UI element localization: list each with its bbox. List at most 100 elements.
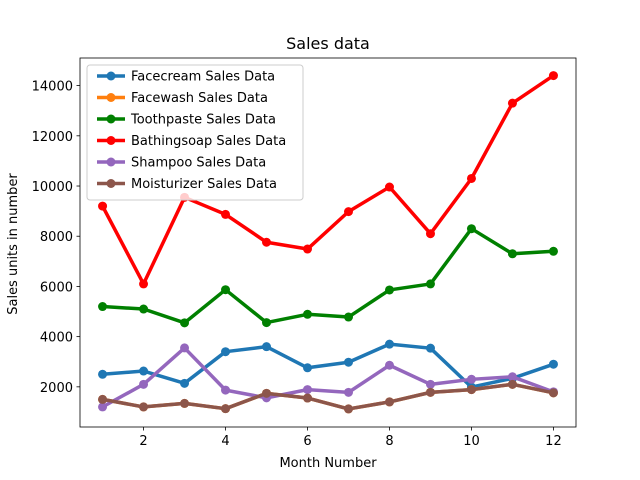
legend-item-toothpaste-sales-data: Toothpaste Sales Data bbox=[97, 113, 276, 128]
legend-label: Facecream Sales Data bbox=[131, 70, 275, 85]
data-point-toothpaste-sales-data-11 bbox=[507, 249, 517, 259]
data-point-shampoo-sales-data-7 bbox=[344, 387, 353, 397]
series-line-toothpaste-sales-data bbox=[100, 226, 556, 325]
series-moisturizer-sales-data bbox=[98, 379, 558, 414]
legend-label: Moisturizer Sales Data bbox=[131, 177, 277, 192]
data-point-bathingsoap-sales-data-8 bbox=[384, 182, 394, 192]
data-point-facecream-sales-data-5 bbox=[262, 342, 272, 352]
series-layer bbox=[98, 71, 558, 414]
legend-item-shampoo-sales-data: Shampoo Sales Data bbox=[97, 156, 266, 171]
legend-item-moisturizer-sales-data: Moisturizer Sales Data bbox=[97, 177, 277, 192]
y-tick-label: 2000 bbox=[40, 381, 73, 396]
data-point-bathingsoap-sales-data-10 bbox=[466, 173, 476, 183]
x-axis-label: Month Number bbox=[279, 456, 377, 471]
data-point-moisturizer-sales-data-1 bbox=[98, 394, 108, 404]
data-point-toothpaste-sales-data-4 bbox=[221, 285, 231, 295]
data-point-bathingsoap-sales-data-6 bbox=[303, 244, 312, 254]
data-point-moisturizer-sales-data-8 bbox=[384, 397, 394, 407]
legend: Facecream Sales Data Facewash Sales Data T… bbox=[86, 64, 304, 201]
y-axis-label: Sales units in number bbox=[6, 173, 21, 315]
data-point-facecream-sales-data-9 bbox=[425, 343, 435, 353]
data-point-bathingsoap-sales-data-7 bbox=[344, 207, 353, 217]
legend-label: Toothpaste Sales Data bbox=[130, 113, 276, 128]
legend-item-facewash-sales-data: Facewash Sales Data bbox=[97, 91, 268, 106]
data-point-moisturizer-sales-data-9 bbox=[425, 387, 435, 397]
y-tick-label: 12000 bbox=[32, 130, 73, 145]
data-point-facecream-sales-data-1 bbox=[98, 369, 108, 379]
series-facecream-sales-data bbox=[98, 339, 558, 392]
data-point-toothpaste-sales-data-6 bbox=[303, 309, 312, 319]
data-point-facecream-sales-data-7 bbox=[344, 357, 353, 367]
data-point-moisturizer-sales-data-4 bbox=[221, 404, 231, 414]
data-point-moisturizer-sales-data-12 bbox=[548, 388, 558, 398]
data-point-shampoo-sales-data-8 bbox=[384, 360, 394, 370]
data-point-shampoo-sales-data-1 bbox=[98, 402, 108, 412]
chart-title: Sales data bbox=[286, 34, 370, 53]
data-point-moisturizer-sales-data-6 bbox=[303, 393, 312, 403]
data-point-moisturizer-sales-data-10 bbox=[466, 385, 476, 395]
series-line-facecream-sales-data bbox=[100, 342, 556, 389]
data-point-moisturizer-sales-data-3 bbox=[180, 398, 190, 408]
series-bathingsoap-sales-data bbox=[98, 71, 558, 289]
legend-marker bbox=[106, 179, 116, 188]
x-tick-label: 8 bbox=[385, 434, 393, 449]
y-tick-label: 14000 bbox=[32, 80, 73, 95]
data-point-toothpaste-sales-data-5 bbox=[262, 318, 272, 328]
legend-marker bbox=[106, 136, 116, 145]
data-point-bathingsoap-sales-data-9 bbox=[425, 229, 435, 239]
data-point-bathingsoap-sales-data-4 bbox=[221, 209, 231, 219]
legend-marker bbox=[106, 157, 116, 167]
data-point-facecream-sales-data-4 bbox=[221, 347, 231, 357]
x-tick-label: 6 bbox=[303, 434, 311, 449]
data-point-moisturizer-sales-data-2 bbox=[139, 402, 149, 412]
data-point-shampoo-sales-data-9 bbox=[425, 379, 435, 389]
y-tick-label: 8000 bbox=[40, 230, 73, 245]
x-tick-label: 2 bbox=[139, 434, 147, 449]
data-point-moisturizer-sales-data-5 bbox=[262, 388, 272, 398]
legend-item-bathingsoap-sales-data: Bathingsoap Sales Data bbox=[97, 134, 286, 149]
data-point-toothpaste-sales-data-10 bbox=[466, 224, 476, 234]
legend-item-facecream-sales-data: Facecream Sales Data bbox=[97, 70, 275, 85]
data-point-toothpaste-sales-data-8 bbox=[384, 285, 394, 295]
data-point-toothpaste-sales-data-9 bbox=[425, 279, 435, 289]
data-point-facecream-sales-data-3 bbox=[180, 378, 190, 388]
data-point-moisturizer-sales-data-11 bbox=[507, 379, 517, 389]
data-point-shampoo-sales-data-3 bbox=[180, 343, 190, 353]
x-tick-label: 4 bbox=[221, 434, 229, 449]
data-point-facecream-sales-data-8 bbox=[384, 339, 394, 349]
x-tick-label: 12 bbox=[545, 434, 562, 449]
data-point-toothpaste-sales-data-2 bbox=[139, 304, 149, 314]
data-point-bathingsoap-sales-data-5 bbox=[262, 237, 272, 247]
series-shampoo-sales-data bbox=[98, 343, 558, 412]
data-point-shampoo-sales-data-11 bbox=[507, 372, 517, 382]
y-tick-label: 4000 bbox=[40, 331, 73, 346]
legend-marker bbox=[106, 93, 116, 102]
data-point-shampoo-sales-data-4 bbox=[221, 385, 231, 395]
legend-box bbox=[86, 64, 304, 201]
legend-label: Shampoo Sales Data bbox=[131, 156, 266, 171]
data-point-bathingsoap-sales-data-12 bbox=[548, 71, 558, 81]
x-tick-label: 10 bbox=[463, 434, 480, 449]
axes-layer: 2 4 6 8 10 12 2000 4000 6000 8000 10000 12000 14000 bbox=[32, 57, 577, 449]
y-tick-label: 6000 bbox=[40, 280, 73, 295]
data-point-shampoo-sales-data-6 bbox=[303, 385, 312, 395]
data-point-bathingsoap-sales-data-11 bbox=[507, 98, 517, 108]
data-point-toothpaste-sales-data-7 bbox=[344, 312, 353, 322]
legend-marker bbox=[106, 114, 116, 124]
data-point-shampoo-sales-data-2 bbox=[139, 379, 149, 389]
data-point-toothpaste-sales-data-12 bbox=[548, 246, 558, 256]
data-point-facecream-sales-data-6 bbox=[303, 363, 312, 373]
legend-marker bbox=[106, 71, 116, 81]
series-line-moisturizer-sales-data bbox=[100, 382, 556, 411]
data-point-shampoo-sales-data-10 bbox=[466, 374, 476, 384]
plot-frame bbox=[79, 57, 577, 428]
data-point-bathingsoap-sales-data-2 bbox=[139, 279, 149, 289]
series-line-bathingsoap-sales-data bbox=[100, 73, 556, 286]
data-point-toothpaste-sales-data-3 bbox=[180, 318, 190, 328]
data-point-facecream-sales-data-2 bbox=[139, 366, 149, 376]
data-point-moisturizer-sales-data-7 bbox=[344, 404, 353, 414]
data-point-bathingsoap-sales-data-1 bbox=[98, 201, 108, 211]
legend-label: Facewash Sales Data bbox=[131, 91, 268, 106]
